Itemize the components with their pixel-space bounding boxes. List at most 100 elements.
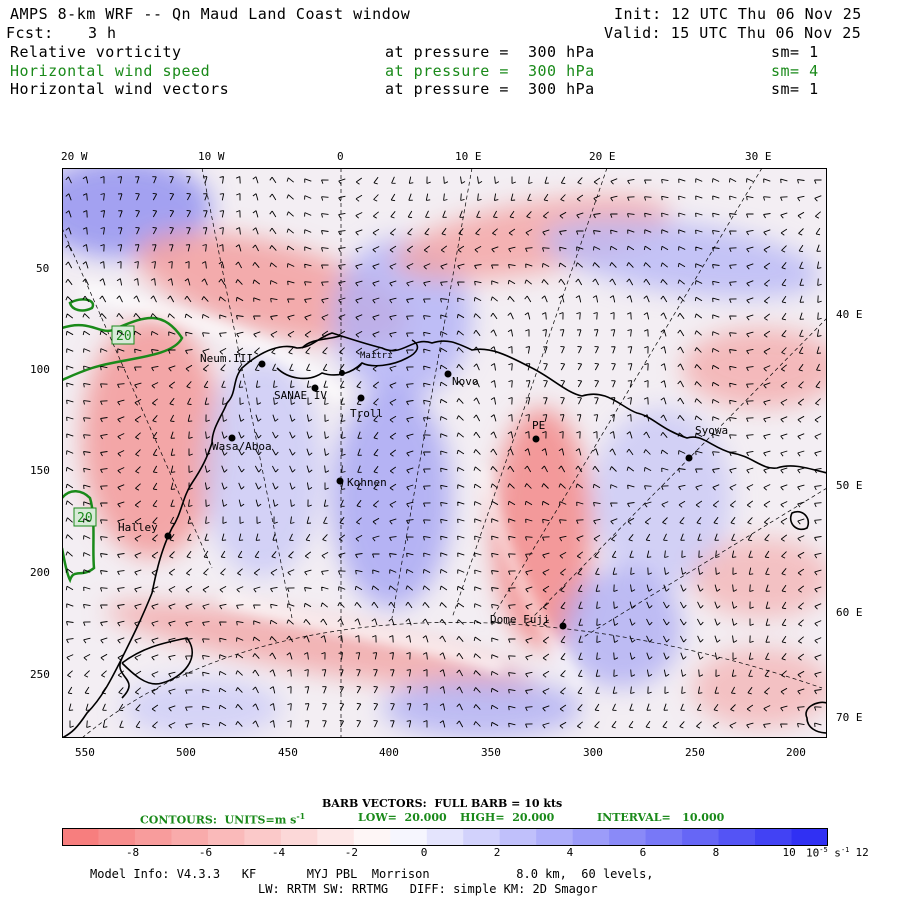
grid-x-label-550: 550 bbox=[75, 746, 95, 759]
field-level-windvectors: at pressure = 300 hPa bbox=[385, 80, 595, 98]
field-smoothing-vorticity: sm= 1 bbox=[771, 43, 819, 61]
field-name-vorticity: Relative vorticity bbox=[10, 43, 182, 61]
colorbar-swatch bbox=[280, 828, 318, 846]
contour-label-2: 20 bbox=[77, 511, 93, 526]
field-level-windspeed: at pressure = 300 hPa bbox=[385, 62, 595, 80]
contours-low: LOW= 20.000 bbox=[358, 811, 447, 824]
station-dot-novo bbox=[444, 370, 452, 378]
init-time: Init: 12 UTC Thu 06 Nov 25 bbox=[614, 5, 862, 23]
colorbar-tick-label: 0 bbox=[420, 846, 428, 859]
lon-label-10e: 10 E bbox=[455, 150, 482, 163]
field-name-windvectors: Horizontal wind vectors bbox=[10, 80, 230, 98]
contours-units-exp: -1 bbox=[296, 811, 306, 821]
grid-y-label-100: 100 bbox=[30, 363, 50, 376]
lon-label-0: 0 bbox=[337, 150, 344, 163]
stations-layer: Neum.III SANAE IV Troll Novo PE Syowa Ma… bbox=[118, 351, 728, 630]
vorticity-field bbox=[62, 168, 827, 738]
lon-label-10w: 10 W bbox=[198, 150, 225, 163]
grid-x-label-200: 200 bbox=[786, 746, 806, 759]
colorbar-swatch bbox=[755, 828, 793, 846]
station-dot-domefuji bbox=[559, 622, 567, 630]
field-name-windspeed: Horizontal wind speed bbox=[10, 62, 211, 80]
colorbar-swatch bbox=[645, 828, 683, 846]
map-frame bbox=[62, 168, 827, 738]
model-info-line2: LW: RRTM SW: RRTMG DIFF: simple KM: 2D S… bbox=[258, 882, 598, 896]
grid-x-label-250: 250 bbox=[685, 746, 705, 759]
colorbar-swatch bbox=[609, 828, 647, 846]
lon-label-30e: 30 E bbox=[745, 150, 772, 163]
wind-barbs bbox=[65, 176, 822, 729]
station-label-syowa: Syowa bbox=[695, 424, 728, 437]
grid-y-label-50: 50 bbox=[36, 262, 50, 275]
grid-y-label-200: 200 bbox=[30, 566, 50, 579]
colorbar-tick-label: -8 bbox=[125, 846, 140, 859]
colorbar-swatch bbox=[791, 828, 828, 846]
vorticity-map: 20 20 bbox=[62, 168, 827, 738]
lon-label-70e: 70 E bbox=[836, 711, 863, 724]
colorbar-swatch bbox=[62, 828, 99, 846]
colorbar-unit-suffix-exp: -1 bbox=[840, 846, 850, 854]
station-label-maitri: Maitri bbox=[360, 351, 393, 361]
colorbar-swatch bbox=[682, 828, 720, 846]
colorbar-swatch bbox=[207, 828, 245, 846]
station-dot-troll bbox=[357, 394, 365, 402]
colorbar-tick-label: 6 bbox=[639, 846, 647, 859]
grid-y-label-250: 250 bbox=[30, 668, 50, 681]
station-dot-wasa bbox=[228, 434, 236, 442]
station-dot-halley bbox=[164, 532, 172, 540]
station-label-novo: Novo bbox=[452, 375, 479, 388]
colorbar-unit: 10-5 s-1 bbox=[806, 846, 849, 860]
coastline bbox=[62, 332, 827, 738]
colorbar-tick-label: 12 bbox=[855, 846, 869, 859]
field-smoothing-windvectors: sm= 1 bbox=[771, 80, 819, 98]
colorbar-swatch bbox=[171, 828, 209, 846]
station-dot-kohnen bbox=[336, 477, 344, 485]
field-level-vorticity: at pressure = 300 hPa bbox=[385, 43, 595, 61]
colorbar-swatch bbox=[536, 828, 574, 846]
forecast-label: Fcst: bbox=[6, 24, 54, 42]
colorbar-tick-label: -2 bbox=[344, 846, 359, 859]
station-label-troll: Troll bbox=[350, 407, 383, 420]
colorbar-tick-label: -4 bbox=[271, 846, 286, 859]
lon-label-40e: 40 E bbox=[836, 308, 863, 321]
station-label-sanae: SANAE IV bbox=[274, 389, 327, 402]
lon-label-20w: 20 W bbox=[61, 150, 88, 163]
colorbar-unit-suffix: s bbox=[827, 846, 841, 860]
colorbar-swatch bbox=[353, 828, 391, 846]
station-label-wasa: Wasa/Aboa bbox=[212, 440, 272, 453]
map-panel: 20 20 bbox=[62, 168, 827, 738]
colorbar-unit-exp: -5 bbox=[819, 846, 828, 854]
colorbar-swatch bbox=[134, 828, 172, 846]
station-dot-sanae bbox=[311, 384, 319, 392]
station-label-domefuji: Dome Fuji bbox=[490, 613, 550, 626]
colorbar-tick-label: 2 bbox=[493, 846, 501, 859]
grid-y-label-150: 150 bbox=[30, 464, 50, 477]
grid-x-label-450: 450 bbox=[278, 746, 298, 759]
grid-x-label-400: 400 bbox=[379, 746, 399, 759]
station-label-pe: PE bbox=[532, 419, 545, 432]
lon-label-20e: 20 E bbox=[589, 150, 616, 163]
colorbar-tick-label: 4 bbox=[566, 846, 574, 859]
colorbar-swatch bbox=[718, 828, 756, 846]
lon-label-60e: 60 E bbox=[836, 606, 863, 619]
wind-speed-contours bbox=[62, 298, 184, 584]
colorbar-tick-label: 8 bbox=[712, 846, 720, 859]
grid-x-label-500: 500 bbox=[176, 746, 196, 759]
grid-x-label-300: 300 bbox=[583, 746, 603, 759]
station-dot-maitri bbox=[339, 370, 345, 376]
lon-label-50e: 50 E bbox=[836, 479, 863, 492]
forecast-value: 3 h bbox=[88, 24, 117, 42]
colorbar-swatch bbox=[244, 828, 282, 846]
colorbar-tick-label: 10 bbox=[782, 846, 796, 859]
station-label-kohnen: Kohnen bbox=[347, 476, 387, 489]
contours-high: HIGH= 20.000 bbox=[460, 811, 555, 824]
station-label-neumayer: Neum.III bbox=[200, 352, 253, 365]
station-label-halley: Halley bbox=[118, 521, 158, 534]
colorbar-swatch bbox=[426, 828, 464, 846]
contours-legend: CONTOURS: UNITS=m s-1 bbox=[140, 811, 305, 827]
station-dot-syowa bbox=[685, 454, 693, 462]
contours-units-label: CONTOURS: UNITS=m s bbox=[140, 813, 297, 827]
valid-time: Valid: 15 UTC Thu 06 Nov 25 bbox=[604, 24, 862, 42]
station-dot-neumayer bbox=[258, 360, 266, 368]
grid-x-label-350: 350 bbox=[481, 746, 501, 759]
